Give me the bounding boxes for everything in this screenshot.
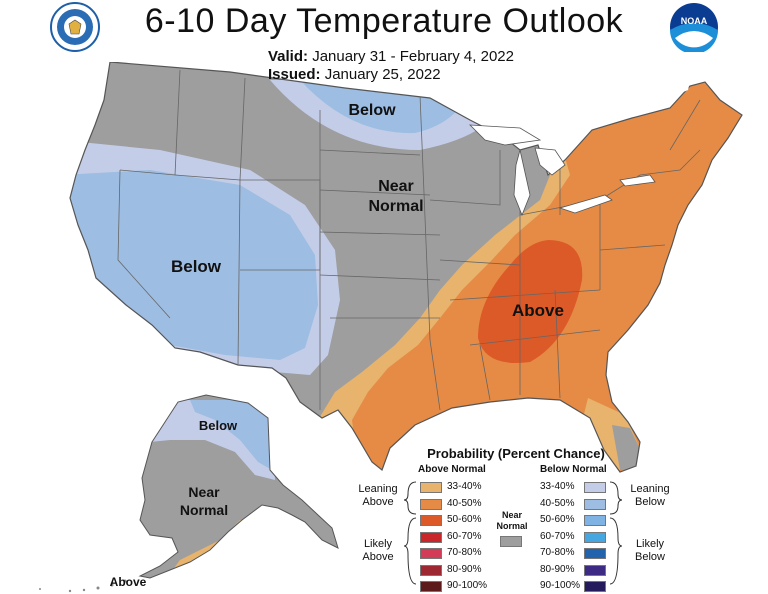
legend-below-swatch-2 (584, 515, 606, 526)
legend-likely-above: Likely Above (362, 538, 394, 563)
valid-value: January 31 - February 4, 2022 (312, 48, 514, 65)
legend-above-range-5: 80-90% (447, 563, 482, 575)
issued-value: January 25, 2022 (324, 66, 441, 83)
label-above-southeast: Above (512, 301, 564, 320)
legend-braces-right (609, 481, 622, 585)
label-ak-below: Below (199, 418, 238, 433)
commerce-seal-icon (50, 2, 100, 52)
label-ak-near-bottom: Normal (180, 502, 228, 518)
legend-below-swatch-3 (584, 531, 606, 543)
aleutian-islands (39, 579, 127, 593)
legend-above-swatch-6 (420, 581, 442, 592)
legend-below-swatch-6 (584, 581, 606, 592)
legend-above-swatch-0 (420, 482, 442, 493)
legend-above-range-1: 40-50% (447, 497, 482, 509)
legend-above-range-4: 70-80% (447, 547, 482, 558)
legend-above-range-6: 90-100% (447, 580, 488, 591)
valid-line: Valid: January 31 - February 4, 2022 (268, 48, 514, 65)
legend-below-header: Below Normal (540, 464, 607, 475)
legend-below-range-6: 90-100% (540, 580, 581, 591)
legend-below-swatch-4 (584, 548, 606, 559)
label-ak-above: Above (110, 575, 147, 589)
alaska-map (140, 395, 338, 578)
legend-below-range-0: 33-40% (540, 481, 575, 492)
state-lines (117, 69, 701, 411)
legend-below-swatch-1 (584, 498, 606, 510)
issued-label: Issued: (268, 66, 321, 83)
legend-above-range-0: 33-40% (447, 481, 482, 492)
legend-below-range-4: 70-80% (540, 547, 575, 558)
legend-below-swatch-0 (584, 482, 606, 493)
legend-below-swatch-5 (584, 564, 606, 576)
legend-near-normal-swatch (500, 536, 522, 547)
legend-above-range-2: 50-60% (447, 514, 482, 525)
legend-below-range-1: 40-50% (540, 497, 575, 509)
legend-above-swatch-1 (420, 498, 442, 510)
issued-line: Issued: January 25, 2022 (268, 66, 441, 83)
above-50-60-region (478, 240, 583, 363)
label-below-north: Below (348, 102, 396, 119)
great-lakes (468, 124, 656, 217)
valid-label: Valid: (268, 48, 309, 65)
legend-below-range-2: 50-60% (540, 514, 575, 525)
label-ak-near-top: Near (188, 484, 220, 500)
legend-near-normal-label: Near Normal (496, 510, 528, 531)
legend-title: Probability (Percent Chance) (427, 446, 605, 461)
noaa-logo-text: NOAA (681, 16, 708, 26)
legend-braces-left (404, 481, 417, 585)
legend-above-swatch-4 (420, 548, 442, 559)
legend-above-swatch-3 (420, 531, 442, 543)
legend-leaning-above: Leaning Above (358, 483, 398, 508)
legend-above-range-3: 60-70% (447, 530, 482, 542)
label-below-west: Below (171, 257, 222, 276)
legend-above-header: Above Normal (418, 464, 486, 475)
legend-above-swatch-2 (420, 515, 442, 526)
legend-above-swatch-5 (420, 564, 442, 576)
legend-below-range-5: 80-90% (540, 563, 575, 575)
label-near-normal-top: Near (378, 178, 414, 195)
noaa-logo-icon: NOAA (670, 3, 718, 52)
legend-leaning-below: Leaning Below (630, 483, 670, 508)
legend-likely-below: Likely Below (635, 538, 665, 563)
label-near-normal-bottom: Normal (368, 198, 423, 215)
legend-below-range-3: 60-70% (540, 530, 575, 542)
page-title: 6-10 Day Temperature Outlook (144, 2, 624, 40)
